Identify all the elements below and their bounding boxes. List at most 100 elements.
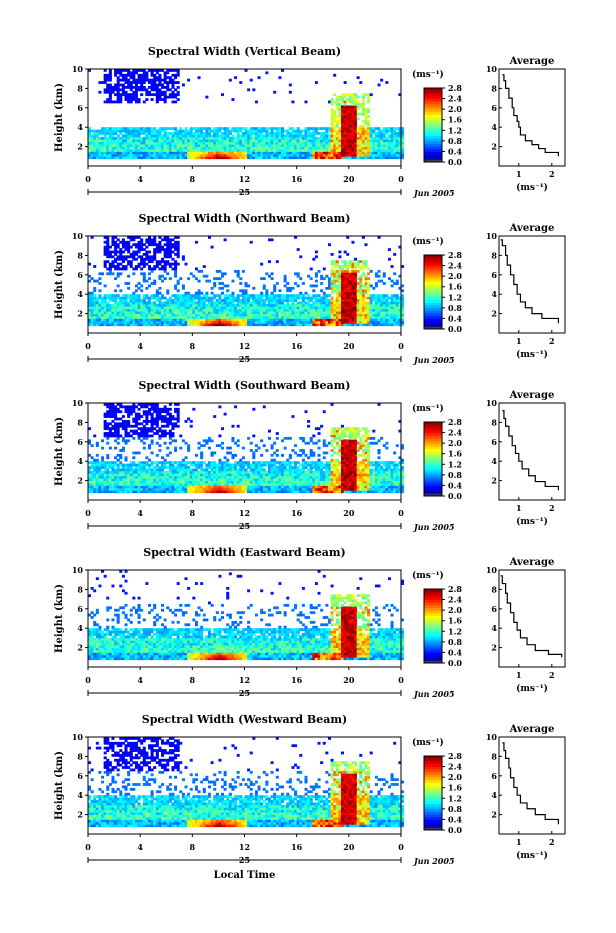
heatmap-cell xyxy=(93,151,96,154)
heatmap-cell xyxy=(101,144,104,147)
heatmap-cell xyxy=(216,277,219,280)
heatmap-cell xyxy=(156,144,159,147)
heatmap-cell xyxy=(106,86,109,89)
heatmap-cell xyxy=(171,306,174,309)
heatmap-cell xyxy=(151,490,154,493)
heatmap-cell xyxy=(119,132,122,135)
heatmap-cell xyxy=(161,309,164,312)
heatmap-cell xyxy=(143,405,146,408)
heatmap-cell xyxy=(271,299,274,302)
heatmap-cell xyxy=(284,280,287,283)
heatmap-cell xyxy=(336,323,339,326)
heatmap-cell xyxy=(185,318,188,321)
heatmap-cell xyxy=(213,306,216,309)
heatmap-cell xyxy=(396,127,399,130)
heatmap-cell xyxy=(104,309,107,312)
heatmap-cell xyxy=(391,309,394,312)
heatmap-cell xyxy=(310,323,313,326)
heatmap-cell xyxy=(93,321,96,324)
heatmap-cell xyxy=(310,149,313,152)
heatmap-cell xyxy=(127,471,130,474)
heatmap-cell xyxy=(130,127,133,130)
heatmap-cell xyxy=(247,294,250,297)
heatmap-cell xyxy=(91,154,94,157)
heatmap-cell xyxy=(151,270,154,273)
heatmap-cell xyxy=(101,139,104,142)
heatmap-cell xyxy=(380,309,383,312)
heatmap-cell xyxy=(198,151,201,154)
heatmap-cell xyxy=(237,134,240,137)
heatmap-cell xyxy=(341,260,344,263)
heatmap-cell xyxy=(338,275,341,278)
heatmap-cell xyxy=(260,263,263,266)
heatmap-cell xyxy=(187,294,190,297)
heatmap-cell xyxy=(93,476,96,479)
heatmap-cell xyxy=(344,282,347,285)
heatmap-cell xyxy=(354,103,357,106)
heatmap-cell xyxy=(104,435,107,438)
heatmap-cell xyxy=(218,287,221,290)
heatmap-cell xyxy=(354,314,357,317)
heatmap-cell xyxy=(161,142,164,145)
heatmap-cell xyxy=(156,476,159,479)
heatmap-cell xyxy=(177,311,180,314)
heatmap-cell xyxy=(127,255,130,258)
heatmap-cell xyxy=(96,444,99,447)
heatmap-cell xyxy=(164,248,167,251)
heatmap-cell xyxy=(341,137,344,140)
heatmap-cell xyxy=(346,304,349,307)
heatmap-cell xyxy=(258,154,261,157)
heatmap-cell xyxy=(276,282,279,285)
heatmap-cell xyxy=(127,132,130,135)
heatmap-cell xyxy=(153,318,156,321)
heatmap-cell xyxy=(148,468,151,471)
heatmap-cell xyxy=(98,488,101,491)
heatmap-cell xyxy=(156,314,159,317)
heatmap-cell xyxy=(229,301,232,304)
heatmap-cell xyxy=(91,461,94,464)
x-tick-label: 0 xyxy=(85,174,91,184)
heatmap-cell xyxy=(119,263,122,266)
heatmap-cell xyxy=(171,263,174,266)
heatmap-cell xyxy=(318,151,321,154)
heatmap-cell xyxy=(234,127,237,130)
heatmap-cell xyxy=(344,151,347,154)
heatmap-cell xyxy=(106,466,109,469)
heatmap-cell xyxy=(104,425,107,428)
heatmap-cell xyxy=(106,490,109,493)
heatmap-cell xyxy=(158,311,161,314)
heatmap-cell xyxy=(393,147,396,150)
heatmap-cell xyxy=(117,88,120,91)
heatmap-cell xyxy=(130,473,133,476)
heatmap-cell xyxy=(111,130,114,133)
heatmap-cell xyxy=(122,306,125,309)
heatmap-cell xyxy=(260,323,263,326)
heatmap-cell xyxy=(383,127,386,130)
heatmap-cell xyxy=(156,156,159,159)
heatmap-cell xyxy=(101,309,104,312)
heatmap-cell xyxy=(286,151,289,154)
heatmap-cell xyxy=(336,280,339,283)
heatmap-cell xyxy=(104,464,107,467)
heatmap-cell xyxy=(294,282,297,285)
heatmap-cell xyxy=(258,76,261,79)
heatmap-cell xyxy=(372,137,375,140)
colorbar-segment xyxy=(424,258,442,261)
heatmap-cell xyxy=(320,137,323,140)
heatmap-cell xyxy=(221,93,224,96)
heatmap-cell xyxy=(166,243,169,246)
heatmap-cell xyxy=(145,127,148,130)
heatmap-cell xyxy=(132,86,135,89)
heatmap-cell xyxy=(396,151,399,154)
heatmap-cell xyxy=(372,149,375,152)
heatmap-cell xyxy=(164,301,167,304)
heatmap-cell xyxy=(218,151,221,154)
colorbar-tick-label: 0.8 xyxy=(448,303,462,313)
heatmap-cell xyxy=(153,88,156,91)
heatmap-cell xyxy=(359,299,362,302)
heatmap-cell xyxy=(349,110,352,113)
heatmap-cell xyxy=(346,265,349,268)
heatmap-cell xyxy=(161,238,164,241)
heatmap-cell xyxy=(104,149,107,152)
heatmap-cell xyxy=(211,154,214,157)
